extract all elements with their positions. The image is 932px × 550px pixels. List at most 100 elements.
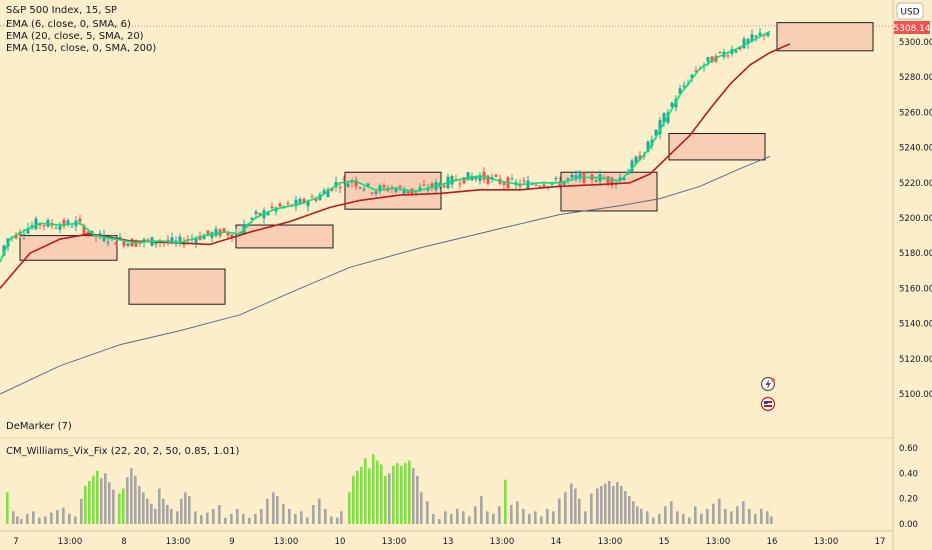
time-axis[interactable]: 7 13:00 8 13:00 9 13:00 10 13:00 13 13:00 14 13:00 1… [13, 537, 885, 547]
vix-fix-bar [92, 475, 95, 524]
vix-fix-bar [16, 516, 19, 524]
vix-fix-bar [130, 468, 133, 524]
candle-body [450, 175, 454, 185]
indicator-tick-label: 0.20 [899, 495, 918, 505]
time-tick-label: 13:00 [274, 537, 299, 547]
candle-body [426, 188, 430, 191]
vix-fix-bar [142, 492, 145, 524]
candle-body [530, 183, 534, 185]
ema-6-line[interactable] [0, 30, 771, 263]
vix-fix-bar [96, 470, 99, 524]
price-axis[interactable]: 5300.00 5280.00 5260.00 5240.00 5220.00 5200.… [899, 38, 932, 400]
vix-fix-histogram [6, 454, 773, 524]
vix-fix-bar [84, 486, 87, 524]
candle-body [62, 219, 66, 227]
zone-box[interactable] [235, 224, 334, 249]
indicator-tick-label: 0.60 [899, 444, 918, 454]
vix-fix-bar [282, 503, 285, 524]
candle-body [758, 32, 762, 36]
candle-body [490, 176, 494, 179]
candle-body [278, 203, 282, 207]
vix-fix-bar [384, 475, 387, 524]
candle-body [286, 203, 290, 205]
candle-body [314, 199, 318, 201]
vix-fix-bar [640, 508, 643, 524]
price-tick-label: 5200.00 [899, 214, 932, 224]
candle-body [306, 201, 310, 207]
currency-button[interactable] [896, 2, 924, 20]
candle-body [718, 51, 722, 53]
vix-fix-bar [206, 512, 209, 524]
legend-ema-6[interactable]: EMA (6, close, 0, SMA, 6) [6, 19, 131, 30]
candle-body [574, 175, 578, 179]
ema-150-line[interactable] [0, 155, 771, 395]
vix-fix-bar [624, 491, 627, 524]
candle-body [258, 213, 262, 216]
indicator-axis[interactable]: 0.60 0.40 0.20 0.00 [899, 444, 918, 530]
vix-fix-bar [108, 482, 111, 524]
vix-fix-bar [712, 503, 715, 524]
price-tick-label: 5160.00 [899, 284, 932, 294]
legend-ema-150[interactable]: EMA (150, close, 0, SMA, 200) [6, 43, 157, 54]
ema-20-line[interactable] [0, 43, 791, 289]
candle-body [382, 185, 386, 187]
candle-body [394, 188, 398, 193]
candle-body [458, 183, 462, 185]
price-tick-label: 5180.00 [899, 249, 932, 259]
candle-body [570, 174, 574, 178]
legend-vix-fix[interactable]: CM_Williams_Vix_Fix (22, 20, 2, 50, 0.85… [6, 446, 240, 457]
candle-body [482, 171, 486, 180]
vix-fix-bar [658, 513, 661, 524]
candle-body [578, 173, 582, 179]
vix-fix-bar [748, 508, 751, 524]
candle-body [266, 212, 270, 216]
candle-body [542, 184, 546, 187]
vix-fix-bar [74, 516, 77, 524]
candle-body [554, 178, 558, 180]
vix-fix-bar [438, 518, 441, 524]
vix-fix-bar [12, 511, 15, 524]
lightning-icon[interactable] [760, 376, 776, 392]
candle-body [326, 189, 330, 198]
candle-body [586, 172, 590, 174]
zone-box[interactable] [344, 171, 442, 210]
vix-fix-bar [396, 463, 399, 524]
price-tick-label: 5300.00 [899, 38, 932, 48]
zone-box[interactable] [19, 235, 118, 261]
zone-box[interactable] [668, 133, 766, 161]
vix-fix-bar [664, 506, 667, 524]
vix-fix-bar [368, 468, 371, 524]
candle-body [622, 177, 626, 181]
time-tick-label: 13:00 [490, 537, 515, 547]
price-tick-label: 5120.00 [899, 355, 932, 365]
vix-fix-bar [426, 501, 429, 524]
vix-fix-bar [260, 508, 263, 524]
candle-body [174, 240, 178, 243]
vix-fix-bar [516, 501, 519, 524]
price-tick-label: 5140.00 [899, 320, 932, 330]
vix-fix-bar [184, 492, 187, 524]
vix-fix-bar [218, 505, 221, 524]
vix-fix-bar [670, 501, 673, 524]
vix-fix-bar [420, 492, 423, 524]
vix-fix-bar [138, 486, 141, 524]
legend-symbol[interactable]: S&P 500 Index, 15, SP [6, 5, 117, 16]
candle-body [146, 239, 150, 241]
legend-demarker[interactable]: DeMarker (7) [6, 421, 72, 432]
vix-fix-bar [492, 513, 495, 524]
time-tick-label: 16 [767, 537, 778, 547]
flag-icon[interactable] [760, 396, 776, 412]
vix-fix-bar [564, 492, 567, 524]
zone-box[interactable] [128, 268, 226, 305]
zone-box[interactable] [776, 22, 874, 52]
vix-fix-bar [584, 511, 587, 524]
vix-fix-bar [724, 508, 727, 524]
time-tick-label: 13:00 [58, 537, 83, 547]
candle-body [386, 189, 390, 192]
legend-ema-20[interactable]: EMA (20, close, 5, SMA, 20) [6, 31, 144, 42]
vix-fix-bar [188, 496, 191, 524]
candle-body [766, 33, 770, 36]
vix-fix-bar [20, 518, 23, 524]
indicator-tick-label: 0.40 [899, 469, 918, 479]
